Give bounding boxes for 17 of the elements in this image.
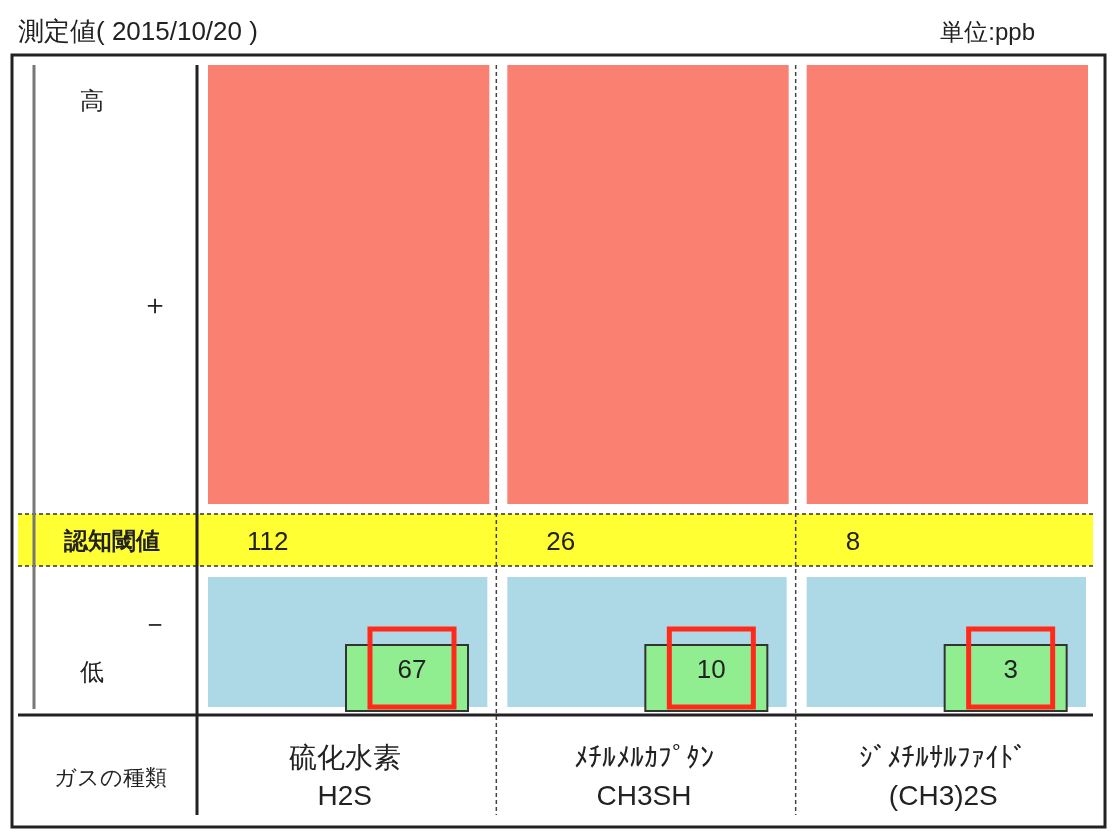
text: 高 [80,87,104,114]
text: 単位:ppb [940,18,1035,45]
text: 測定値( 2015/10/20 ) [18,16,258,46]
text: － [141,608,169,639]
data-label: 112 [247,526,289,556]
category-label: ｼﾞﾒﾁﾙｻﾙﾌｧｲﾄﾞ (CH3)2S [859,742,1028,811]
data-label: 67 [397,654,427,684]
data-label: 10 [696,654,726,684]
series-label: 認知閾値 [62,527,160,554]
text: ガスの種類 [53,765,167,790]
category-label: ﾒﾁﾙﾒﾙｶﾌﾟﾀﾝ CH3SH [574,742,714,811]
data-label: 26 [546,526,576,556]
data-label: 8 [845,526,861,556]
data-label: 3 [1003,654,1018,684]
category-label: 硫化水素 H2S [288,742,401,811]
text: 低 [80,658,104,685]
text: ＋ [141,289,169,320]
